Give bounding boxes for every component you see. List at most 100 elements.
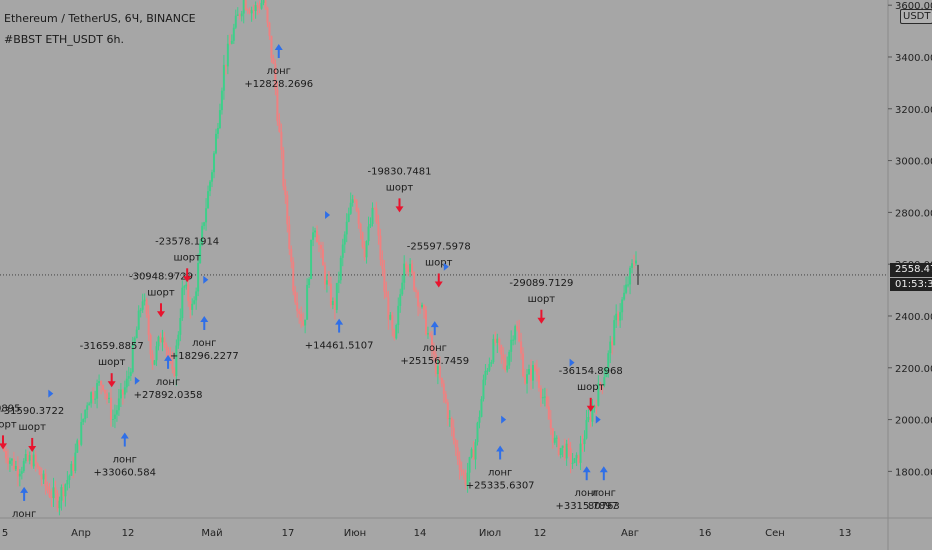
candle-body — [214, 133, 217, 154]
long-arrow-head-icon — [335, 318, 344, 325]
candle-body — [442, 383, 445, 394]
long-arrow-head-icon — [430, 321, 439, 328]
candle-body — [234, 15, 237, 28]
candle-body — [278, 121, 281, 132]
y-tick-label: 2400.00 — [895, 312, 932, 323]
candle-body — [117, 398, 120, 411]
candle-body — [238, 14, 241, 17]
candle-body — [397, 305, 400, 326]
candle-body — [183, 286, 186, 288]
candle-body — [32, 454, 35, 467]
currency-badge[interactable]: USDT — [900, 9, 932, 24]
candle-body — [76, 440, 79, 453]
candle-body — [193, 300, 196, 304]
candle-body — [595, 405, 598, 407]
candle-body — [40, 474, 43, 480]
candle-body — [413, 272, 416, 291]
candle-body — [351, 199, 354, 203]
signal-label: лонг — [113, 455, 137, 466]
candle-body — [462, 471, 465, 475]
candle-body — [428, 333, 431, 336]
candle-body — [319, 244, 322, 250]
candle-body — [207, 191, 210, 209]
entry-marker-icon — [203, 275, 209, 284]
y-tick-label: 3600.00 — [895, 1, 932, 12]
candle-body — [419, 306, 422, 308]
candle-body — [635, 260, 637, 264]
x-tick-label: 12 — [122, 528, 135, 539]
candle-body — [504, 359, 507, 371]
signal-label: +27892.0358 — [134, 390, 203, 401]
indicator-label[interactable]: #BBST ETH_USDT 6h. — [4, 33, 124, 46]
candle-body — [583, 438, 586, 445]
candle-body — [2, 448, 5, 451]
signal-label: лонг — [423, 343, 447, 354]
symbol-title[interactable]: Ethereum / TetherUS, 6Ч, BINANCE — [4, 12, 196, 25]
candle-body — [405, 263, 408, 268]
x-tick-label: Сен — [765, 528, 785, 539]
candle-body — [567, 443, 570, 449]
candle-body — [86, 405, 89, 410]
candle-body — [478, 416, 481, 423]
bar-timer-tag: 01:53:37 — [890, 278, 932, 291]
candle-body — [383, 268, 386, 292]
candle-body — [498, 338, 501, 346]
signal-label: +14461.5107 — [305, 341, 374, 352]
candle-body — [464, 474, 467, 486]
short-arrow-head-icon — [107, 381, 116, 388]
candle-body — [617, 313, 620, 321]
signal-label: лонг — [488, 467, 512, 478]
candle-body — [300, 313, 303, 322]
x-tick-label: 17 — [282, 528, 295, 539]
candle-body — [484, 371, 487, 380]
candle-body — [323, 265, 326, 285]
candle-body — [141, 301, 144, 310]
candle-body — [88, 403, 91, 406]
candle-body — [18, 473, 21, 477]
x-tick-label: 14 — [414, 528, 427, 539]
candle-body — [34, 454, 37, 464]
candle-body — [254, 5, 257, 12]
signal-label: шорт — [528, 294, 556, 305]
candle-body — [84, 409, 87, 419]
candle-body — [452, 427, 455, 441]
candle-body — [46, 486, 49, 491]
candle-body — [369, 223, 372, 227]
candle-body — [585, 419, 588, 439]
candle-body — [98, 381, 101, 384]
candle-body — [555, 437, 558, 439]
signal-label: шорт — [0, 419, 17, 430]
candle-body — [508, 351, 511, 366]
candle-body — [587, 416, 590, 420]
candle-body — [276, 89, 279, 122]
candle-body — [292, 261, 295, 292]
y-tick-label: 1800.00 — [895, 467, 932, 478]
x-tick-label: 5 — [2, 528, 8, 539]
long-arrow-head-icon — [496, 445, 505, 452]
signal-label: +33060.584 — [94, 468, 156, 479]
candle-body — [310, 239, 313, 279]
candle-body — [115, 410, 118, 415]
candle-body — [161, 337, 164, 343]
candle-body — [96, 383, 99, 399]
candle-body — [111, 418, 114, 420]
candle-body — [444, 393, 447, 403]
candle-body — [246, 9, 249, 11]
candle-body — [597, 383, 600, 406]
candle-body — [290, 249, 293, 262]
signal-label: шорт — [386, 182, 414, 193]
candle-body — [135, 329, 138, 339]
x-tick-label: Апр — [71, 528, 91, 539]
candle-body — [220, 90, 223, 111]
signal-label: лонг — [192, 338, 216, 349]
candle-body — [316, 230, 319, 243]
candle-body — [82, 418, 85, 423]
candle-body — [516, 326, 519, 330]
candle-body — [256, 5, 259, 7]
candle-body — [10, 458, 13, 461]
candle-body — [436, 366, 439, 375]
candle-body — [393, 329, 396, 339]
candle-body — [185, 284, 188, 287]
candle-body — [68, 475, 71, 481]
